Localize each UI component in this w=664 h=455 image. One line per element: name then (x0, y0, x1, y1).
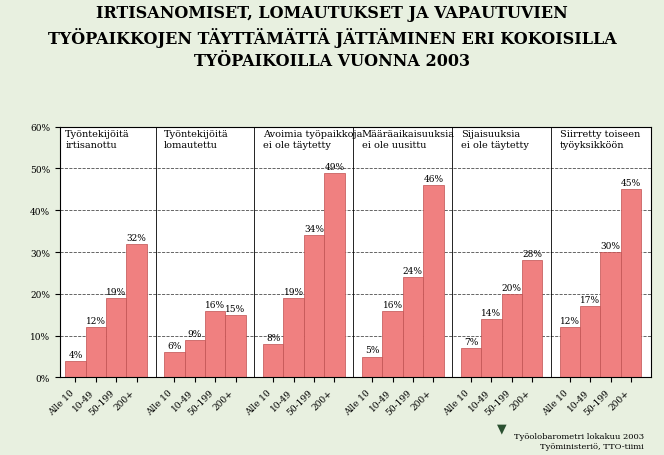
Bar (185, 340, 205, 378)
Bar (461, 349, 481, 378)
Bar (580, 307, 600, 378)
Bar (205, 311, 225, 378)
Text: Avoimia työpaikkoja
ei ole täytetty: Avoimia työpaikkoja ei ole täytetty (263, 130, 363, 150)
Bar (164, 353, 185, 378)
Text: 15%: 15% (226, 304, 246, 313)
Bar (263, 344, 284, 378)
Text: 6%: 6% (167, 342, 181, 350)
Text: Työolobarometri lokakuu 2003
Työministeriö, TTO-tiimi: Työolobarometri lokakuu 2003 Työminister… (514, 432, 644, 450)
Text: 4%: 4% (68, 350, 82, 359)
Text: 24%: 24% (403, 267, 423, 275)
Bar (65, 361, 86, 378)
Text: 14%: 14% (481, 308, 501, 317)
Bar (284, 298, 304, 378)
Bar (560, 328, 580, 378)
Text: IRTISANOMISET, LOMAUTUKSET JA VAPAUTUVIEN
TYÖPAIKKOJEN TÄYTTÄMÄTTÄ JÄTTÄMINEN ER: IRTISANOMISET, LOMAUTUKSET JA VAPAUTUVIE… (48, 5, 616, 70)
Text: 8%: 8% (266, 333, 280, 342)
Text: ▼: ▼ (497, 421, 506, 435)
Text: 30%: 30% (601, 242, 621, 250)
Text: Sijaisuuksia
ei ole täytetty: Sijaisuuksia ei ole täytetty (461, 130, 529, 150)
Text: 12%: 12% (86, 317, 106, 325)
Text: 34%: 34% (304, 225, 324, 234)
Bar (522, 261, 542, 378)
Text: 45%: 45% (621, 179, 641, 188)
Text: 17%: 17% (580, 296, 600, 305)
Bar (403, 278, 423, 378)
Text: 46%: 46% (423, 175, 444, 184)
Text: 20%: 20% (502, 283, 522, 292)
Text: Työntekijöitä
lomautettu: Työntekijöitä lomautettu (164, 130, 229, 150)
Text: 32%: 32% (127, 233, 147, 242)
Text: Siirretty toiseen
työyksikköön: Siirretty toiseen työyksikköön (560, 130, 640, 150)
Text: Määräaikaisuuksia
ei ole uusittu: Määräaikaisuuksia ei ole uusittu (362, 130, 455, 150)
Bar (501, 294, 522, 378)
Text: 28%: 28% (522, 250, 542, 259)
Text: 9%: 9% (187, 329, 202, 338)
Bar (225, 315, 246, 378)
Text: 49%: 49% (325, 162, 345, 171)
Bar (621, 190, 641, 378)
Bar (304, 236, 324, 378)
Text: 19%: 19% (284, 288, 303, 296)
Text: 7%: 7% (464, 338, 478, 346)
Text: 16%: 16% (382, 300, 402, 309)
Bar (106, 298, 126, 378)
Bar (600, 253, 621, 378)
Bar (86, 328, 106, 378)
Bar (126, 244, 147, 378)
Text: 16%: 16% (205, 300, 225, 309)
Text: Työntekijöitä
irtisanottu: Työntekijöitä irtisanottu (65, 130, 130, 150)
Bar (324, 173, 345, 378)
Text: 12%: 12% (560, 317, 580, 325)
Bar (481, 319, 501, 378)
Text: 5%: 5% (365, 346, 379, 355)
Bar (423, 186, 444, 378)
Bar (362, 357, 382, 378)
Bar (382, 311, 403, 378)
Text: 19%: 19% (106, 288, 126, 296)
